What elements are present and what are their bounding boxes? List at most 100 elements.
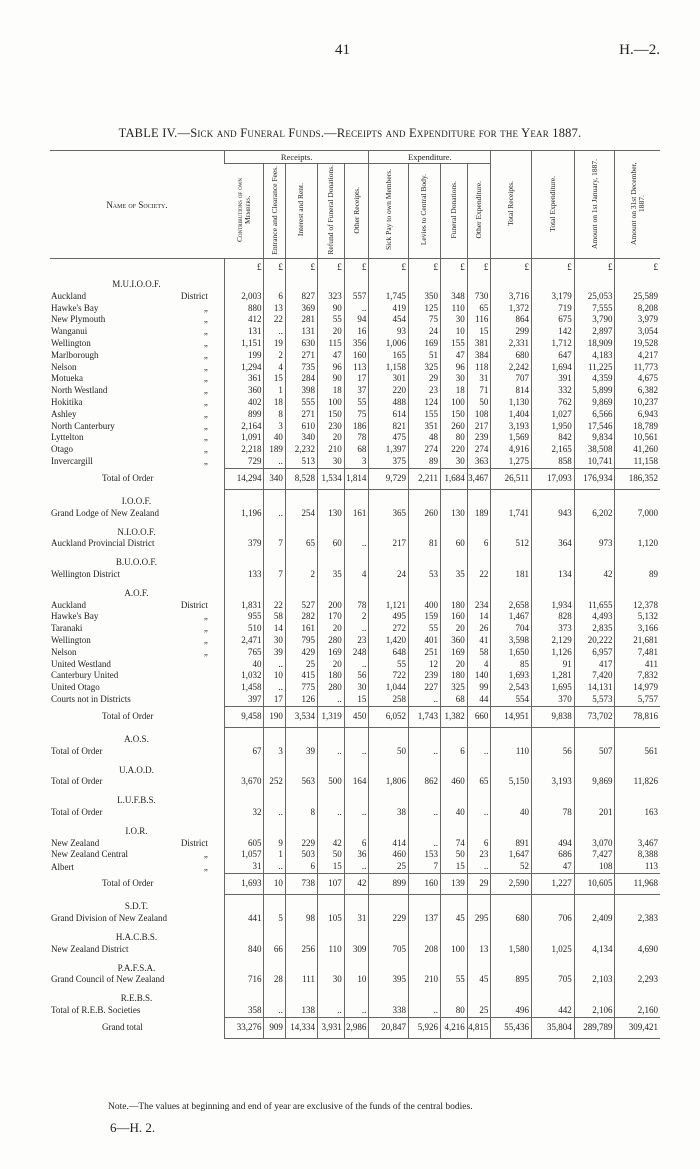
value-cell: 12 xyxy=(407,658,441,671)
district: „ xyxy=(203,373,208,384)
society-name: N.I.O.O.F. xyxy=(117,526,156,537)
value-cell: 364 xyxy=(531,538,575,551)
value-cell: 397 xyxy=(223,694,264,707)
value-cell: 2,293 xyxy=(614,974,660,987)
value-cell: 8,388 xyxy=(614,849,660,862)
society-name: B.U.O.O.F. xyxy=(115,557,157,568)
label: New Zealand Central xyxy=(51,849,128,860)
cell xyxy=(223,580,264,600)
value-cell: 58 xyxy=(466,646,491,659)
cell xyxy=(466,519,491,539)
cell xyxy=(531,757,575,777)
branch-name: United Westland xyxy=(50,659,224,671)
value-cell: 234 xyxy=(466,599,491,612)
cell xyxy=(573,818,615,838)
value-cell: 494 xyxy=(531,837,575,850)
data-row: Courts not in Districts 397 17 126.. 15 258..… xyxy=(50,694,660,707)
value-cell: 2 xyxy=(343,611,369,624)
cell xyxy=(284,986,318,1005)
value-cell: 2,218 xyxy=(223,444,264,456)
district: District xyxy=(180,599,208,610)
society-name: I.O.O.F. xyxy=(121,496,152,507)
value-cell: 555 xyxy=(284,396,318,409)
district: „ xyxy=(203,361,208,372)
label: Auckland Provincial District xyxy=(51,538,155,549)
label: Total of Order xyxy=(51,745,103,756)
cell xyxy=(316,986,345,1005)
value-cell: 375 xyxy=(368,455,409,469)
branch-name: „ Hawke's Bay xyxy=(50,611,224,623)
cell xyxy=(343,727,369,746)
cell xyxy=(263,489,286,508)
value-cell: 610 xyxy=(284,420,318,433)
value-cell: 2,211 xyxy=(407,467,441,490)
value-cell: 414 xyxy=(368,837,409,850)
label: Ashley xyxy=(51,408,77,419)
cell xyxy=(490,757,532,777)
data-row: „ Albert 31.. 6 15.. 25 7 15.. 52 47 108 113 xyxy=(50,861,660,874)
cell xyxy=(531,955,575,975)
value-cell: 60 xyxy=(316,538,345,551)
value-cell: 1,057 xyxy=(223,849,264,862)
value-cell: 7 xyxy=(407,861,441,874)
value-cell: 155 xyxy=(407,408,441,421)
cell xyxy=(531,272,575,291)
value-cell: 28 xyxy=(263,974,286,987)
column-header: Amount on 1st January, 1887. xyxy=(573,150,615,259)
label: Total of Order xyxy=(102,472,154,483)
value-cell: 2,242 xyxy=(490,361,532,374)
value-cell: 150 xyxy=(316,408,345,421)
cell xyxy=(531,519,575,539)
value-cell: 821 xyxy=(368,420,409,433)
value-cell: 10 xyxy=(343,974,369,987)
branch-name: „ Ashley xyxy=(50,409,224,421)
cell xyxy=(466,550,491,570)
cell xyxy=(223,489,264,508)
cell xyxy=(343,757,369,777)
value-cell: 395 xyxy=(368,974,409,987)
cell xyxy=(316,489,345,508)
column-header: Levies to Central Body. xyxy=(407,163,441,259)
cell xyxy=(368,924,409,944)
cell xyxy=(407,986,441,1005)
cell xyxy=(316,727,345,746)
value-cell: 381 xyxy=(466,337,491,350)
value-cell: 460 xyxy=(368,849,409,862)
cell xyxy=(343,519,369,539)
table-body: £ £ £ £ £ £ £ £ £ £ £ £ £ M.U.I.O.O.F. District Aucklan… xyxy=(50,258,660,1039)
society-name: M.U.I.O.O.F. xyxy=(112,279,161,289)
value-cell: 496 xyxy=(490,1004,532,1018)
label: Grand Division of New Zealand xyxy=(51,913,167,924)
cell xyxy=(407,818,441,838)
value-cell: 1 xyxy=(263,385,286,397)
data-row: New Zealand District 840 66 256 110 309 705 208… xyxy=(50,943,660,956)
value-cell: 100 xyxy=(316,396,345,409)
total-label: Total of Order xyxy=(50,874,224,895)
cell xyxy=(531,818,575,838)
value-cell: 125 xyxy=(407,302,441,315)
value-cell: .. xyxy=(263,1004,286,1018)
value-cell: 289,789 xyxy=(573,1016,615,1039)
value-cell: 39 xyxy=(263,646,286,659)
value-cell: 38,508 xyxy=(573,444,615,456)
label: Total of Order xyxy=(51,776,103,787)
value-cell: 630 xyxy=(284,337,318,350)
value-cell: 138 xyxy=(284,1004,318,1018)
value-cell: 1,647 xyxy=(490,849,532,862)
value-cell: 332 xyxy=(531,385,575,397)
value-cell: 370 xyxy=(531,694,575,707)
value-cell: 4 xyxy=(466,658,491,671)
value-cell: 1,420 xyxy=(368,635,409,647)
value-cell: 229 xyxy=(368,913,409,925)
cell xyxy=(368,580,409,600)
value-cell: 15 xyxy=(316,861,345,874)
cell xyxy=(223,894,264,914)
value-cell: 55 xyxy=(440,974,468,987)
value-cell: 45 xyxy=(440,913,468,925)
value-cell: 139 xyxy=(440,873,468,895)
value-cell: 943 xyxy=(531,507,575,520)
value-cell: 7,832 xyxy=(614,670,660,683)
value-cell: 719 xyxy=(531,302,575,315)
value-cell: 47 xyxy=(316,349,345,362)
value-cell: 181 xyxy=(490,569,532,581)
